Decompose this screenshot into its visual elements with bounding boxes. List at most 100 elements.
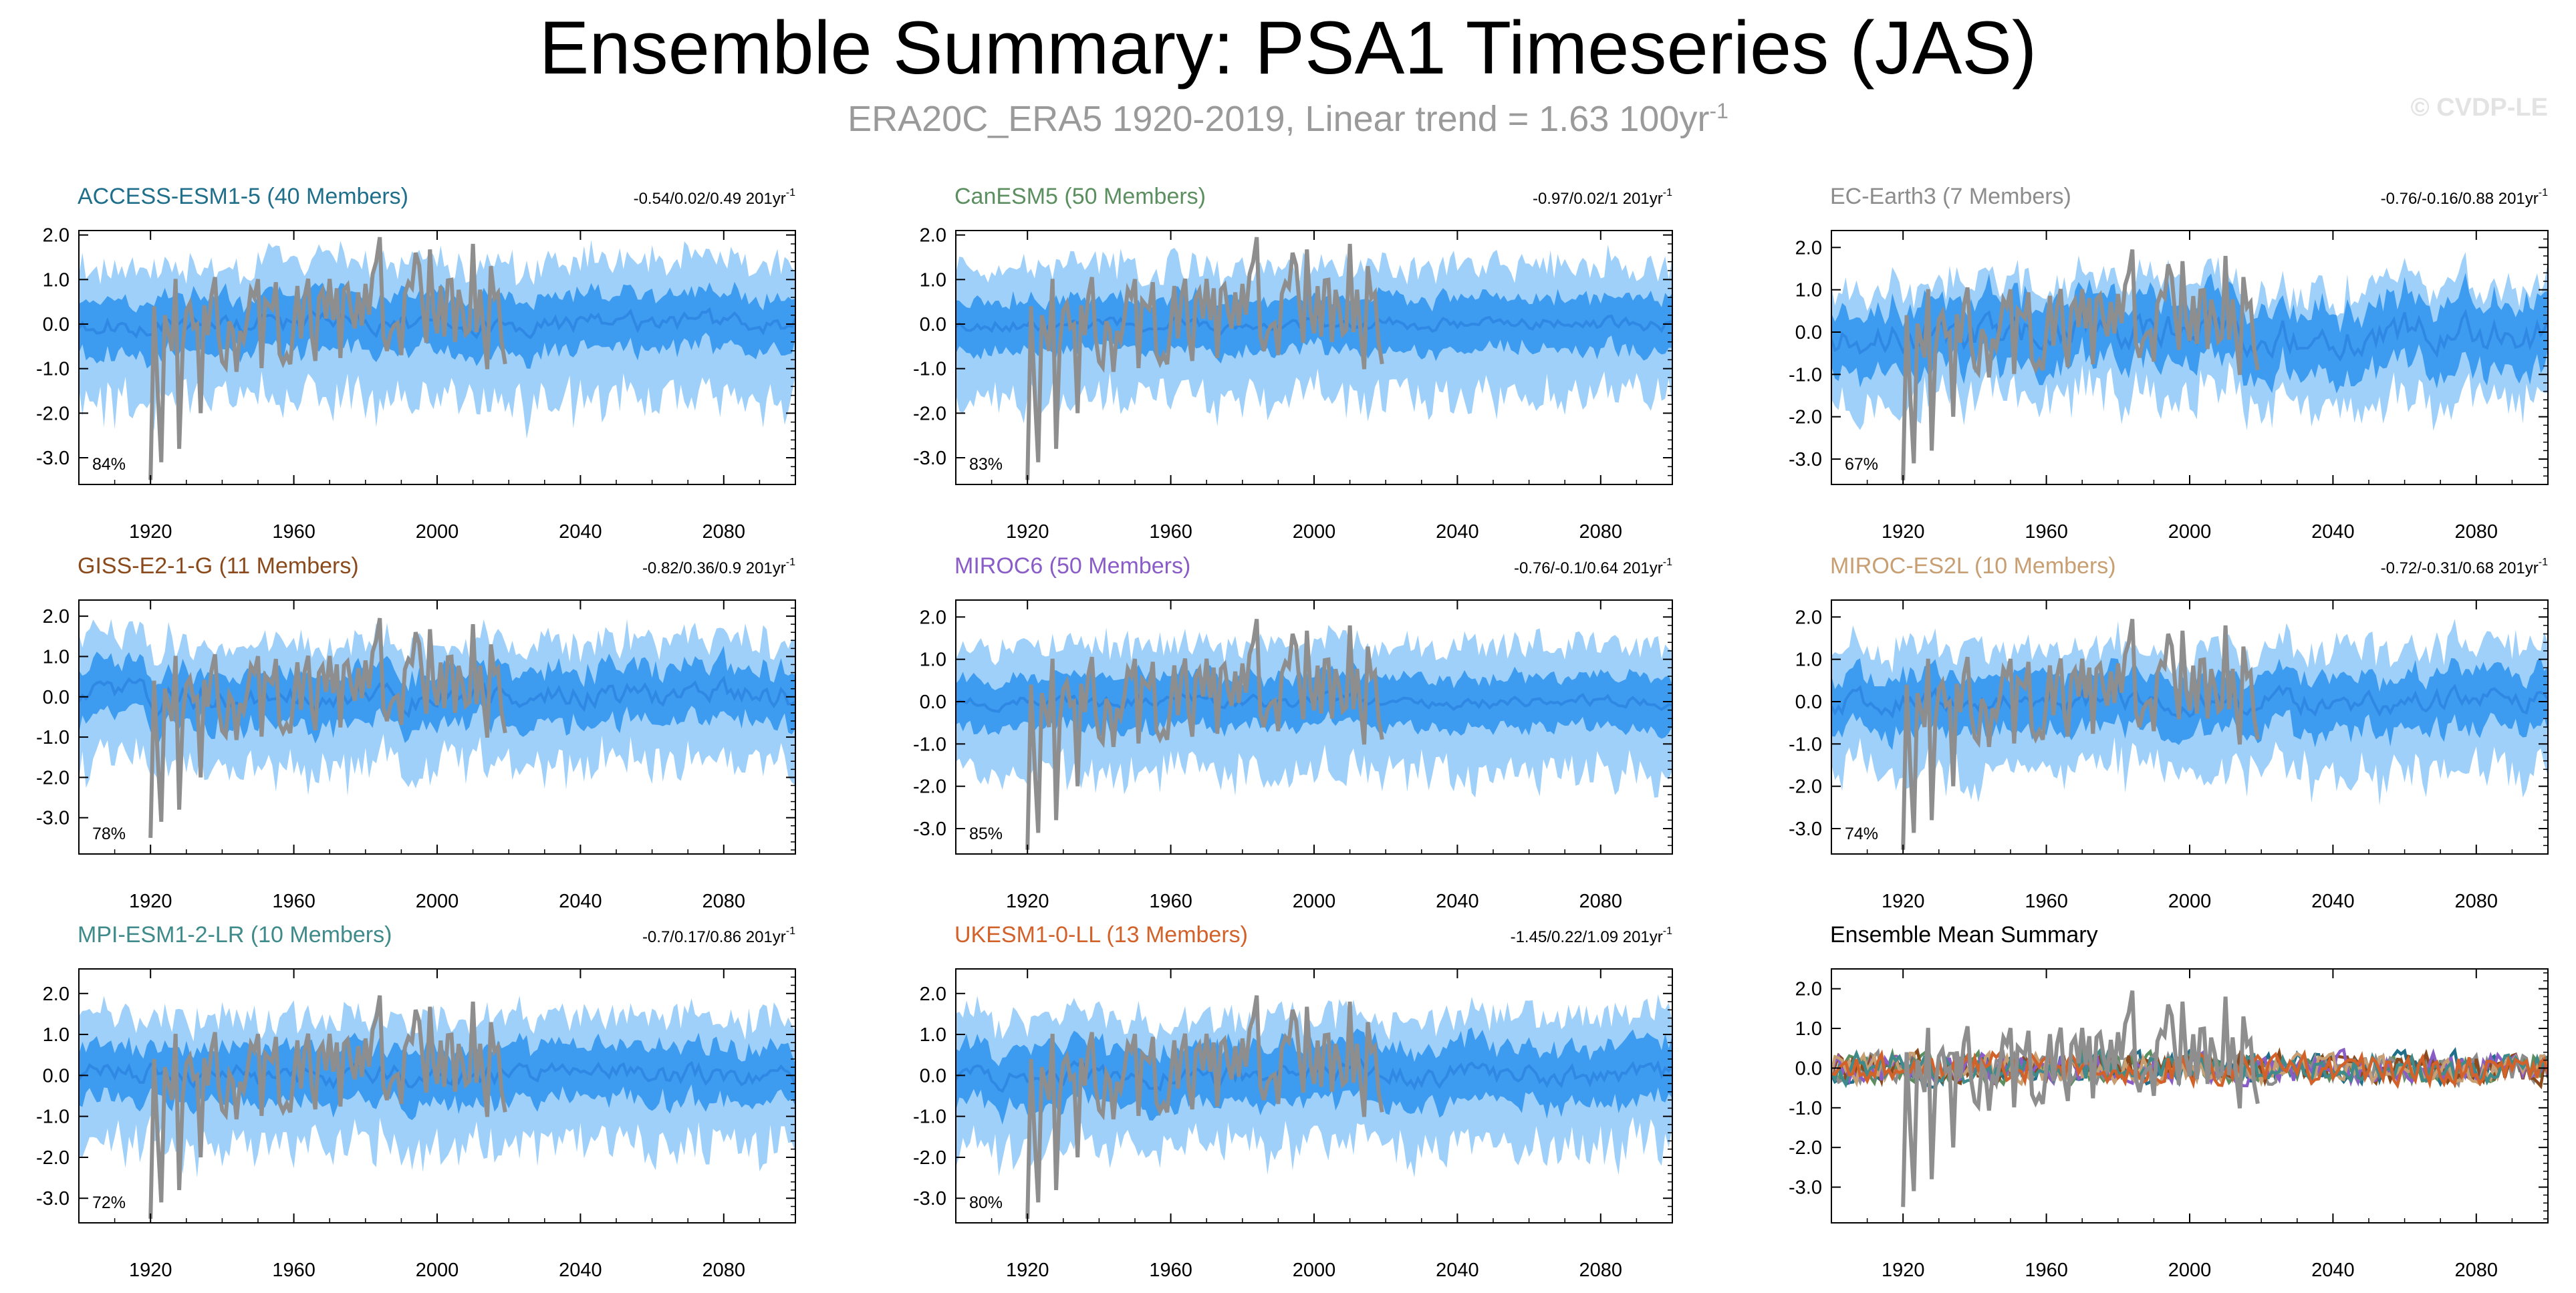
x-tick-label: 2080 xyxy=(1579,521,1623,543)
observed-line xyxy=(1901,990,2260,1207)
x-tick-label: 2000 xyxy=(2168,1260,2212,1281)
x-tick-label: 1920 xyxy=(1006,521,1049,543)
x-tick-label: 2080 xyxy=(1579,1260,1623,1281)
y-tick-label: -1.0 xyxy=(913,1107,946,1128)
y-tick-label: -3.0 xyxy=(36,448,70,469)
panel-6: MIROC-ES2L (10 Members) -0.72/-0.31/0.68 … xyxy=(1789,553,2549,912)
panel-stats: -0.72/-0.31/0.68 201yr-1 xyxy=(2381,557,2548,577)
y-tick-label: -2.0 xyxy=(36,767,70,788)
y-tick-label: 0.0 xyxy=(43,314,70,335)
panel-plot-area xyxy=(956,237,1672,480)
x-tick-label: 1960 xyxy=(1149,891,1192,912)
x-tick-label: 1920 xyxy=(1006,1260,1049,1281)
page-title: Ensemble Summary: PSA1 Timeseries (JAS) xyxy=(539,6,2037,90)
panel-stats: -0.7/0.17/0.86 201yr-1 xyxy=(642,925,795,946)
y-tick-label: 2.0 xyxy=(920,607,946,628)
panel-stats-exponent: -1 xyxy=(2539,187,2548,198)
panel-percent: 67% xyxy=(1845,455,1878,474)
x-tick-label: 1960 xyxy=(2025,891,2068,912)
y-tick-label: 2.0 xyxy=(1795,979,1822,1000)
y-tick-label: 2.0 xyxy=(1795,607,1822,628)
y-tick-label: 0.0 xyxy=(920,314,946,335)
x-tick-label: 1960 xyxy=(2025,1260,2068,1281)
panel-stats: -0.97/0.02/1 201yr-1 xyxy=(1533,187,1672,208)
y-tick-label: -1.0 xyxy=(36,727,70,748)
panel-title: MIROC-ES2L (10 Members) xyxy=(1830,553,2116,579)
panel-title: MPI-ESM1-2-LR (10 Members) xyxy=(78,922,392,948)
panel-9: Ensemble Mean Summary 2.0 1.0 0.0 -1.0 -2.0 -3… xyxy=(1789,922,2549,1281)
x-tick-label: 1920 xyxy=(1006,891,1049,912)
panel-percent: 84% xyxy=(92,455,126,474)
x-tick-label: 2040 xyxy=(2311,891,2355,912)
x-tick-label: 2040 xyxy=(559,1260,602,1281)
x-tick-label: 2080 xyxy=(702,891,746,912)
x-tick-label: 2000 xyxy=(1293,891,1336,912)
y-tick-label: -2.0 xyxy=(913,403,946,424)
subtitle-exponent: -1 xyxy=(1709,99,1728,123)
y-tick-label: -1.0 xyxy=(1789,364,1822,386)
y-tick-label: -2.0 xyxy=(913,1147,946,1169)
panel-percent: 74% xyxy=(1845,825,1878,843)
y-tick-label: -2.0 xyxy=(36,1147,70,1169)
x-tick-label: 2000 xyxy=(2168,891,2212,912)
x-tick-label: 2000 xyxy=(1293,521,1336,543)
y-tick-label: -2.0 xyxy=(1789,407,1822,428)
observed-line xyxy=(1025,995,1384,1219)
panel-2: CanESM5 (50 Members) -0.97/0.02/1 201yr-1… xyxy=(913,184,1673,543)
y-tick-label: -3.0 xyxy=(1789,1177,1822,1199)
y-tick-label: -2.0 xyxy=(1789,1137,1822,1159)
x-tick-label: 2040 xyxy=(1436,1260,1479,1281)
panel-stats-exponent: -1 xyxy=(786,925,795,937)
panel-stats-exponent: -1 xyxy=(2539,557,2548,568)
x-tick-label: 2080 xyxy=(702,1260,746,1281)
x-tick-label: 2000 xyxy=(1293,1260,1336,1281)
y-tick-label: -3.0 xyxy=(36,808,70,829)
observed-line xyxy=(148,995,507,1219)
x-tick-label: 2000 xyxy=(2168,521,2212,543)
y-tick-label: 2.0 xyxy=(43,225,70,247)
y-tick-label: 1.0 xyxy=(43,646,70,668)
y-tick-label: 0.0 xyxy=(1795,322,1822,343)
panel-stats: -0.76/-0.1/0.64 201yr-1 xyxy=(1514,557,1672,577)
panel-plot-area xyxy=(1831,619,2548,850)
x-tick-label: 1920 xyxy=(1882,1260,1925,1281)
panel-stats-exponent: -1 xyxy=(1663,187,1672,198)
y-tick-label: -2.0 xyxy=(36,403,70,424)
x-tick-label: 2040 xyxy=(559,891,602,912)
y-tick-label: -1.0 xyxy=(1789,734,1822,755)
panel-stats: -0.54/0.02/0.49 201yr-1 xyxy=(634,187,796,208)
panel-stats-exponent: -1 xyxy=(1663,925,1672,937)
y-tick-label: -1.0 xyxy=(1789,1098,1822,1119)
y-tick-label: 0.0 xyxy=(43,687,70,708)
y-tick-label: -3.0 xyxy=(36,1188,70,1209)
y-tick-label: -3.0 xyxy=(913,819,946,840)
y-tick-label: -3.0 xyxy=(1789,819,1822,840)
x-tick-label: 1920 xyxy=(1882,521,1925,543)
x-tick-label: 2040 xyxy=(1436,521,1479,543)
panel-5: MIROC6 (50 Members) -0.76/-0.1/0.64 201yr… xyxy=(913,553,1673,912)
y-tick-label: 2.0 xyxy=(1795,237,1822,259)
x-tick-label: 1920 xyxy=(129,1260,172,1281)
panel-title: GISS-E2-1-G (11 Members) xyxy=(78,553,359,579)
y-tick-label: 0.0 xyxy=(1795,692,1822,713)
x-tick-label: 2000 xyxy=(416,521,459,543)
x-tick-label: 2000 xyxy=(416,891,459,912)
y-tick-label: 1.0 xyxy=(920,269,946,291)
y-tick-label: 0.0 xyxy=(920,1065,946,1087)
panel-stats-exponent: -1 xyxy=(786,557,795,568)
y-tick-label: -1.0 xyxy=(36,359,70,380)
watermark: © CVDP-LE xyxy=(2410,94,2548,122)
observed-line xyxy=(1025,237,1384,480)
x-tick-label: 2040 xyxy=(2311,521,2355,543)
y-tick-label: 2.0 xyxy=(920,225,946,247)
panel-3: EC-Earth3 (7 Members) -0.76/-0.16/0.88 20… xyxy=(1789,184,2549,543)
y-tick-label: 1.0 xyxy=(43,269,70,291)
panel-plot-area xyxy=(1831,249,2548,480)
x-tick-label: 1960 xyxy=(1149,1260,1192,1281)
observed-line xyxy=(148,617,507,838)
y-tick-label: 0.0 xyxy=(43,1065,70,1087)
y-tick-label: -3.0 xyxy=(913,1188,946,1209)
y-tick-label: 2.0 xyxy=(43,606,70,627)
panel-plot-area xyxy=(79,617,795,838)
